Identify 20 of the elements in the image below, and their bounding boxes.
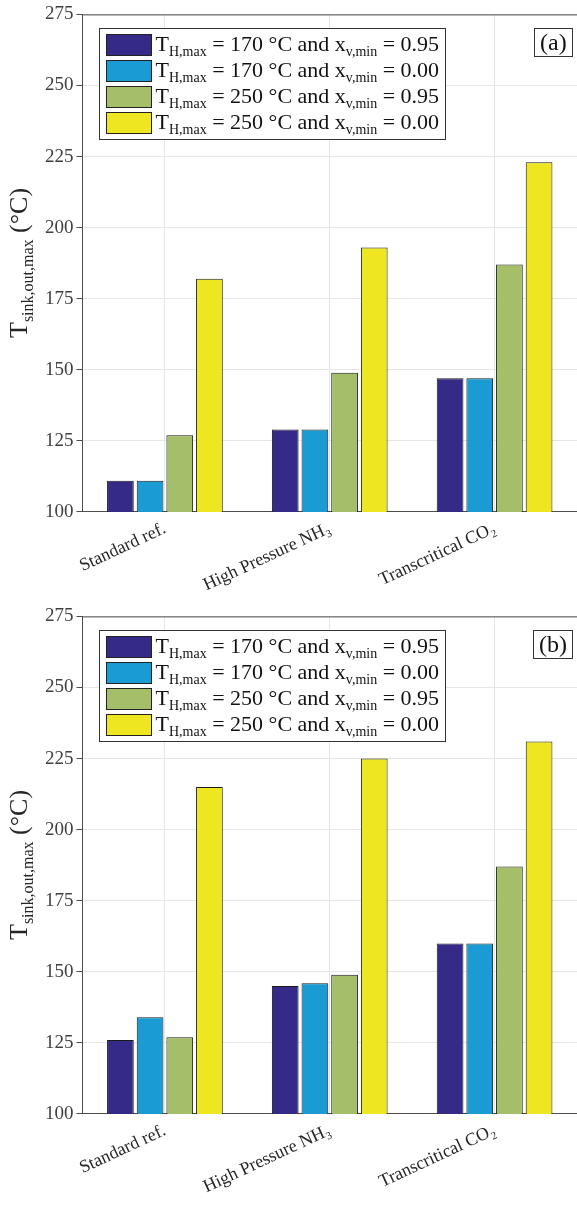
y-tick-label: 250 — [45, 73, 74, 95]
legend-label: T$_{H,max}$ = 170 °C and x$_{v,min}$ = 0.95 — [155, 632, 440, 662]
legend-label: T$_{H,max}$ = 170 °C and x$_{v,min}$ = 0.95 — [155, 30, 440, 60]
y-tick-label: 275 — [45, 604, 74, 626]
y-tick-label: 250 — [45, 675, 74, 697]
y-tick-label: 275 — [45, 2, 74, 24]
y-tick-label: 150 — [45, 357, 74, 379]
y-tick-label: 225 — [45, 144, 74, 166]
y-tick-label: 200 — [45, 215, 74, 237]
y-tick-label: 200 — [45, 817, 74, 839]
y-tick-label: 225 — [45, 746, 74, 768]
y-tick-label: 175 — [45, 286, 74, 308]
y-tick-label: 125 — [45, 428, 74, 450]
y-tick-label: 150 — [45, 959, 74, 981]
annotation: (a) — [534, 28, 573, 58]
annotation: (b) — [533, 630, 573, 660]
y-tick-label: 175 — [45, 888, 74, 910]
y-tick-label: 125 — [45, 1030, 74, 1052]
y-tick-label: 100 — [45, 499, 74, 521]
y-tick-label: 100 — [45, 1101, 74, 1123]
